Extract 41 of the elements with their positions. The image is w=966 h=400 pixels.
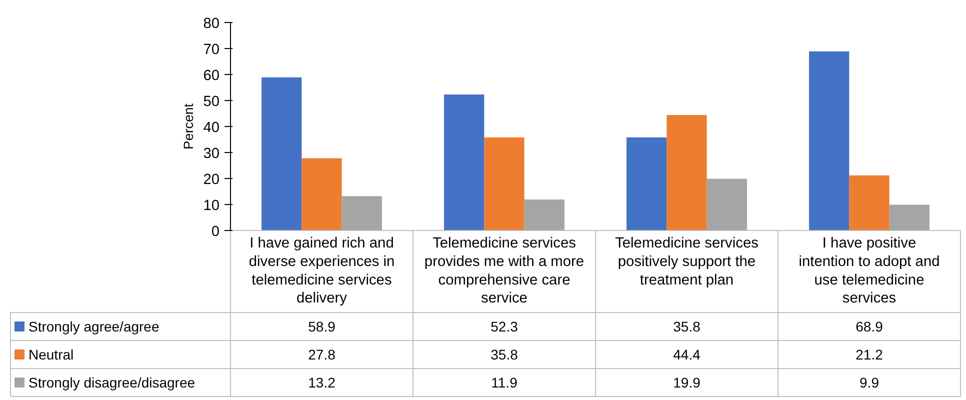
data-label: 21.2 <box>856 346 884 362</box>
legend-label: Neutral <box>28 346 74 362</box>
bar <box>342 196 382 230</box>
data-label: 58.9 <box>308 318 336 334</box>
data-label: 68.9 <box>856 318 884 334</box>
data-label: 11.9 <box>491 374 518 390</box>
bar <box>524 200 564 230</box>
data-label: 35.8 <box>490 346 518 362</box>
y-tick-label: 10 <box>203 198 220 214</box>
bar <box>849 175 890 230</box>
y-axis-title: Percent <box>181 103 196 150</box>
y-tick-label: 40 <box>203 120 220 136</box>
bar <box>484 137 524 230</box>
y-tick-label: 50 <box>203 94 220 110</box>
y-tick-label: 20 <box>203 172 220 188</box>
bar <box>444 94 484 230</box>
bar <box>626 137 667 230</box>
x-tick-label: Telemedicine services positively support the treatment plan <box>615 236 758 288</box>
bar <box>809 51 850 230</box>
y-tick-label: 70 <box>203 42 220 58</box>
data-label: 9.9 <box>860 374 880 390</box>
data-label: 35.8 <box>673 318 701 334</box>
y-tick-label: 60 <box>203 68 220 84</box>
data-label: 13.2 <box>308 374 336 390</box>
x-tick-label: I have gained rich and diverse experiences in telemedicine services delivery <box>248 236 395 307</box>
y-tick-label: 0 <box>211 224 220 240</box>
x-tick-label: Telemedicine services provides me with a more comprehensive care service <box>424 236 584 307</box>
bar <box>706 178 747 230</box>
data-label: 19.9 <box>673 374 701 390</box>
bar <box>666 115 707 230</box>
bar <box>302 158 342 230</box>
data-label: 27.8 <box>308 346 336 362</box>
x-tick-label: I have positive intention to adopt and use telemedicine services <box>798 236 940 307</box>
legend-label: Strongly agree/agree <box>28 318 160 334</box>
bar <box>889 204 930 230</box>
legend-label: Strongly disagree/disagree <box>28 374 196 390</box>
data-label: 52.3 <box>490 318 518 334</box>
y-tick-label: 80 <box>203 16 220 32</box>
y-tick-label: 30 <box>203 146 220 162</box>
data-label: 44.4 <box>673 346 701 362</box>
bar <box>262 77 302 230</box>
